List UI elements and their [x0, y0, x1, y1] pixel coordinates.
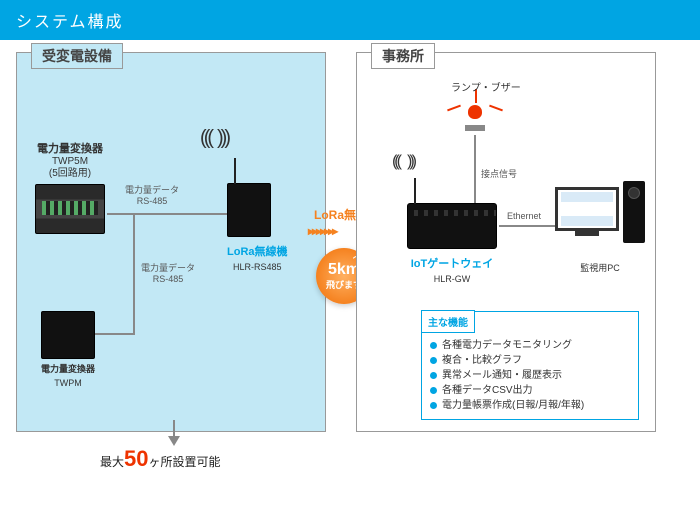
lora-wave-icon: ))) — [217, 127, 228, 150]
lora-antenna — [234, 158, 236, 184]
feature-item: 複合・比較グラフ — [430, 353, 630, 368]
left-panel-title: 受変電設備 — [31, 43, 123, 69]
feature-item: 異常メール通知・履歴表示 — [430, 368, 630, 383]
pc-tower-icon — [623, 181, 645, 243]
gw-wave1: ))) — [395, 153, 402, 171]
device-twp5m: 電力量変換器 TWP5M (5回路用) — [35, 143, 105, 234]
header-title: システム構成 — [16, 14, 124, 31]
twpm-name: 電力量変換器 — [41, 362, 95, 375]
conn2-label: 電力量データ RS-485 — [141, 263, 195, 285]
feature-box: 主な機能 各種電力データモニタリング 複合・比較グラフ 異常メール通知・履歴表示… — [421, 311, 639, 420]
left-panel: 受変電設備 電力量変換器 TWP5M (5回路用) 電力量データ RS-485 … — [16, 52, 326, 432]
device-lora: LoRa無線機 HLR-RS485 — [227, 183, 288, 272]
twpm-model: TWPM — [41, 378, 95, 388]
lamp-label: ランプ・ブザー — [451, 83, 521, 95]
gw-wave2: ))) — [407, 153, 414, 171]
pc-graphic — [555, 181, 645, 251]
feature-item: 各種データCSV出力 — [430, 383, 630, 398]
header-bar: システム構成 — [0, 0, 700, 40]
gw-antenna — [414, 178, 416, 204]
ethernet-label: Ethernet — [507, 211, 541, 222]
lamp-buzzer — [461, 105, 489, 131]
feature-item: 各種電力データモニタリング — [430, 338, 630, 353]
line-vert — [133, 213, 135, 333]
line-ethernet — [499, 225, 555, 227]
lamp-icon — [466, 105, 484, 131]
feature-title: 主な機能 — [421, 310, 475, 333]
gateway-box — [407, 203, 497, 249]
device-twpm: 電力量変換器 TWPM — [41, 311, 95, 388]
lora-wave-icon2: ))) — [203, 127, 214, 150]
gateway-name: IoTゲートウェイ — [407, 255, 497, 271]
conn1-label: 電力量データ RS-485 — [125, 185, 179, 207]
lora-arrow: ▸▸▸▸▸▸▸ — [308, 224, 336, 238]
bottom-note: 最大50ヶ所設置可能 — [100, 446, 221, 472]
device-gateway: IoTゲートウェイ HLR-GW — [407, 203, 497, 284]
line-lamp-gw — [474, 135, 476, 205]
main-area: 受変電設備 電力量変換器 TWP5M (5回路用) 電力量データ RS-485 … — [0, 40, 700, 440]
right-panel: 事務所 ランプ・ブザー 接点信号 IoTゲートウェイ HLR-GW ))) ))… — [356, 52, 656, 432]
right-panel-title: 事務所 — [371, 43, 435, 69]
lora-name: LoRa無線機 — [227, 243, 288, 259]
line-to-bottom — [173, 420, 175, 436]
contact-signal-label: 接点信号 — [481, 169, 517, 180]
twpm-box — [41, 311, 95, 359]
line-to-twpm — [95, 333, 135, 335]
twp5m-box — [35, 184, 105, 234]
arrow-down-icon — [168, 436, 180, 446]
pc-label: 監視用PC — [555, 261, 645, 274]
gateway-model: HLR-GW — [407, 274, 497, 284]
lora-box — [227, 183, 271, 237]
bottom-suffix: ヶ所設置可能 — [149, 455, 221, 469]
monitor-icon — [555, 187, 619, 231]
bottom-prefix: 最大 — [100, 455, 124, 469]
feature-item: 電力量帳票作成(日報/月報/年報) — [430, 398, 630, 413]
feature-list: 各種電力データモニタリング 複合・比較グラフ 異常メール通知・履歴表示 各種デー… — [422, 338, 638, 413]
bottom-number: 50 — [124, 446, 148, 471]
line-twp5m-lora — [107, 213, 227, 215]
device-pc: 監視用PC — [555, 181, 645, 274]
lora-model: HLR-RS485 — [227, 262, 288, 272]
twp5m-label: 電力量変換器 TWP5M (5回路用) — [35, 143, 105, 180]
